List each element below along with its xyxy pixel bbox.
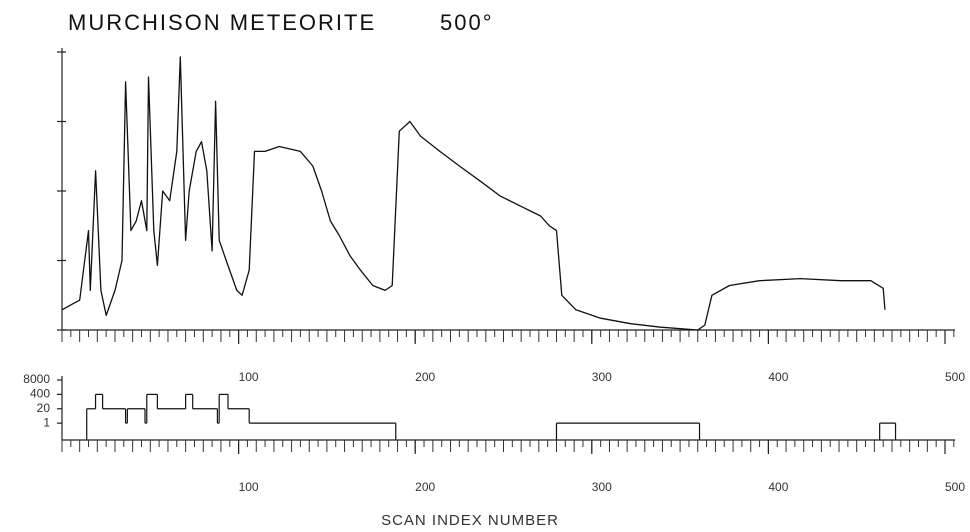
x-axis-title: SCAN INDEX NUMBER <box>381 512 559 529</box>
x-tick-label: 100 <box>239 370 259 384</box>
chart-title: MURCHISON METEORITE <box>68 10 376 35</box>
x-tick-label: 500 <box>945 480 965 494</box>
x-tick-label: 400 <box>768 480 788 494</box>
x-tick-label: 300 <box>592 480 612 494</box>
x-tick-label: 200 <box>415 480 435 494</box>
data-line <box>61 56 886 331</box>
y-tick-label: 1 <box>43 415 50 429</box>
chart-subtitle: 500° <box>440 10 494 35</box>
x-tick-label: 200 <box>415 370 435 384</box>
x-tick-label: 100 <box>239 480 259 494</box>
x-tick-label: 400 <box>768 370 788 384</box>
y-tick-label: 400 <box>30 387 50 401</box>
x-tick-label: 500 <box>945 370 965 384</box>
x-tick-label: 300 <box>592 370 612 384</box>
y-tick-label: 8000 <box>23 372 50 386</box>
y-tick-label: 20 <box>37 401 51 415</box>
